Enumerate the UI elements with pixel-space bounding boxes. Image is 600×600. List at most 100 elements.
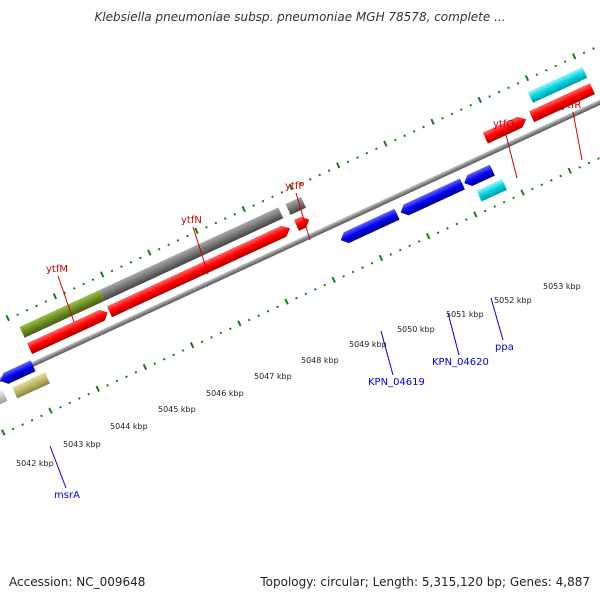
tick-mark — [308, 178, 312, 181]
tick-mark — [25, 308, 29, 312]
genome-backbone — [0, 83, 600, 391]
tick-mark — [295, 296, 298, 300]
gene-ppa[interactable] — [476, 178, 507, 202]
gene-msrA[interactable] — [12, 372, 51, 399]
tick-mark — [331, 276, 336, 283]
tick-mark — [488, 95, 491, 98]
label-KPN_04620: KPN_04620 — [432, 357, 489, 368]
tick-mark — [497, 90, 501, 94]
tick-mark — [351, 270, 355, 274]
gene-ytfM[interactable] — [27, 307, 110, 355]
gene-ytfP-upper[interactable] — [285, 196, 306, 215]
tick-mark — [383, 140, 388, 147]
gene-msrA-blue[interactable] — [0, 360, 36, 386]
tick-mark — [549, 179, 553, 182]
gene-left-gray[interactable] — [0, 389, 8, 409]
tick-mark — [134, 370, 138, 374]
tick-mark — [266, 309, 270, 313]
tick-mark — [313, 288, 317, 291]
tick-label-5051: 5051 kbp — [446, 310, 484, 319]
tick-mark — [1, 429, 6, 436]
label-KPN_04619: KPN_04619 — [368, 377, 425, 388]
tick-mark — [228, 327, 232, 330]
tick-mark — [181, 349, 185, 352]
tick-mark — [11, 427, 15, 431]
tick-mark — [398, 248, 402, 252]
tick-mark — [417, 240, 421, 243]
tick-mark — [389, 253, 393, 256]
tick-mark — [153, 362, 157, 365]
tick-mark — [559, 174, 563, 178]
tick-mark — [469, 103, 473, 107]
tick-mark — [271, 195, 274, 199]
tick-mark — [48, 407, 53, 414]
tick-mark — [375, 147, 378, 151]
tick-mark — [5, 314, 10, 322]
tick-mark — [21, 423, 24, 426]
tick-mark — [473, 211, 478, 218]
accession-text: Accession: NC_009648 — [9, 575, 146, 589]
tick-mark — [422, 125, 425, 129]
tick-mark — [450, 112, 454, 116]
tick-mark — [59, 405, 62, 409]
tick-mark — [87, 392, 91, 396]
tick-label-5053: 5053 kbp — [543, 282, 581, 291]
tick-mark — [115, 379, 119, 383]
gene-ytfR-upper[interactable] — [527, 66, 588, 103]
tick-label-5044: 5044 kbp — [110, 422, 148, 431]
tick-mark — [82, 282, 85, 286]
tick-mark — [40, 414, 43, 418]
gene-ytfN-upper[interactable] — [99, 207, 284, 301]
gene-ytfQ[interactable] — [482, 114, 529, 144]
tick-label-5045: 5045 kbp — [158, 405, 196, 414]
tick-mark — [91, 278, 95, 282]
tick-mark — [138, 256, 142, 260]
tick-mark — [531, 187, 534, 191]
tick-mark — [477, 96, 482, 104]
gene-KPN_04619[interactable] — [338, 208, 400, 246]
tick-mark — [465, 218, 468, 221]
tick-mark — [544, 68, 548, 72]
gene-ytfM-upper[interactable] — [19, 289, 105, 338]
tick-mark — [507, 86, 510, 90]
tick-mark — [261, 199, 265, 203]
gene-labels: ytfM ytfN ytfP ytfQ ytfR msrA KPN_04619 … — [46, 100, 581, 501]
tick-mark — [342, 274, 345, 278]
gene-ppa-blue[interactable] — [462, 164, 495, 189]
genome-summary: Topology: circular; Length: 5,315,120 bp… — [260, 575, 590, 589]
tick-mark — [194, 227, 199, 234]
tick-label-5047: 5047 kbp — [254, 372, 292, 381]
tick-mark — [408, 244, 412, 248]
gene-KPN_04620[interactable] — [398, 178, 465, 218]
tick-mark — [176, 239, 180, 242]
gene-ytfP[interactable] — [293, 214, 312, 231]
tick-mark — [276, 305, 279, 309]
tick-mark — [455, 222, 459, 226]
tick-label-5048: 5048 kbp — [301, 356, 339, 365]
tick-mark — [237, 320, 242, 327]
tick-label-5043: 5043 kbp — [63, 440, 101, 449]
tick-mark — [520, 189, 525, 196]
tick-mark — [436, 231, 440, 235]
reverse-tick-track — [1, 157, 600, 436]
tick-mark — [483, 209, 487, 213]
tick-mark — [592, 47, 595, 50]
tick-label-5046: 5046 kbp — [206, 389, 244, 398]
gene-ytfR[interactable] — [529, 83, 595, 123]
label-ytfP: ytfP — [285, 181, 304, 192]
tick-mark — [189, 342, 195, 349]
tick-mark — [280, 191, 284, 194]
tick-mark — [223, 217, 227, 220]
tick-mark — [412, 130, 416, 133]
tick-mark — [403, 134, 406, 138]
tick-mark — [210, 336, 213, 339]
tick-mark — [68, 401, 72, 405]
tick-mark — [16, 313, 19, 316]
gene-ytfN[interactable] — [106, 223, 293, 318]
tick-mark — [252, 204, 255, 207]
tick-mark — [524, 74, 530, 82]
label-ppa: ppa — [495, 342, 514, 353]
label-leaders — [49, 111, 583, 489]
tick-mark — [99, 271, 105, 278]
